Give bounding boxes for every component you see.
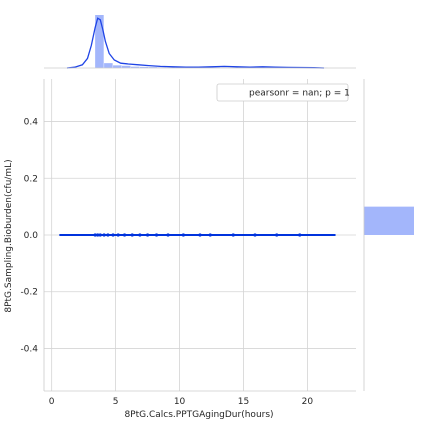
y-tick-label: -0.4 — [20, 344, 38, 354]
scatter-point — [208, 233, 212, 237]
scatter-point — [116, 233, 120, 237]
y-tick-label: -0.2 — [20, 288, 38, 298]
scatter-point — [106, 233, 110, 237]
scatter-point — [253, 233, 257, 237]
right-marginal-plot — [363, 79, 414, 391]
x-tick-label: 5 — [113, 397, 119, 407]
top-marginal-plot — [44, 15, 356, 69]
x-histogram-bar — [95, 15, 104, 68]
scatter-point — [98, 233, 102, 237]
scatter-point — [154, 233, 159, 237]
legend: pearsonr = nan; p = 1 — [216, 83, 350, 102]
scatter-point — [181, 233, 185, 237]
scatter-point — [102, 233, 106, 237]
scatter-point — [275, 233, 279, 237]
y-tick-label: 0.4 — [24, 118, 39, 128]
scatter-point — [122, 233, 127, 237]
x-histogram-bar — [130, 66, 140, 68]
x-histogram-bar — [139, 66, 149, 68]
y-histogram-bar — [364, 206, 414, 235]
scatter-point — [96, 233, 100, 237]
x-axis-label: 8PtG.Calcs.PPTGAgingDur(hours) — [124, 410, 273, 420]
main-plot: 0 5 10 15 20 -0.4 -0.2 0.0 0.2 0.4 — [20, 79, 356, 407]
x-histogram-bar — [104, 63, 113, 68]
legend-text: pearsonr = nan; p = 1 — [249, 89, 350, 99]
scatter-point — [145, 233, 150, 237]
x-tick-label: 0 — [49, 397, 55, 407]
x-tick-label: 20 — [302, 397, 314, 407]
y-tick-label: 0.0 — [24, 231, 39, 241]
scatter-point — [231, 233, 235, 237]
y-axis-label: 8PtG.Sampling.Bioburden(cfu/mL) — [4, 159, 14, 312]
x-histogram-bar — [122, 65, 131, 68]
scatter-point — [166, 233, 170, 237]
scatter-point — [93, 233, 97, 237]
y-tick-label: 0.2 — [24, 174, 38, 184]
x-kde-curve — [66, 17, 325, 69]
scatter-point — [198, 233, 202, 237]
x-histogram-bar — [113, 65, 122, 68]
legend-box — [216, 83, 349, 102]
x-histogram-bar — [148, 67, 158, 68]
x-tick-label: 10 — [174, 397, 186, 407]
x-tick-label: 15 — [238, 397, 249, 407]
scatter-point — [130, 233, 134, 237]
scatter-point — [111, 233, 115, 237]
scatter-point — [138, 233, 142, 237]
scatter-point — [298, 233, 302, 237]
